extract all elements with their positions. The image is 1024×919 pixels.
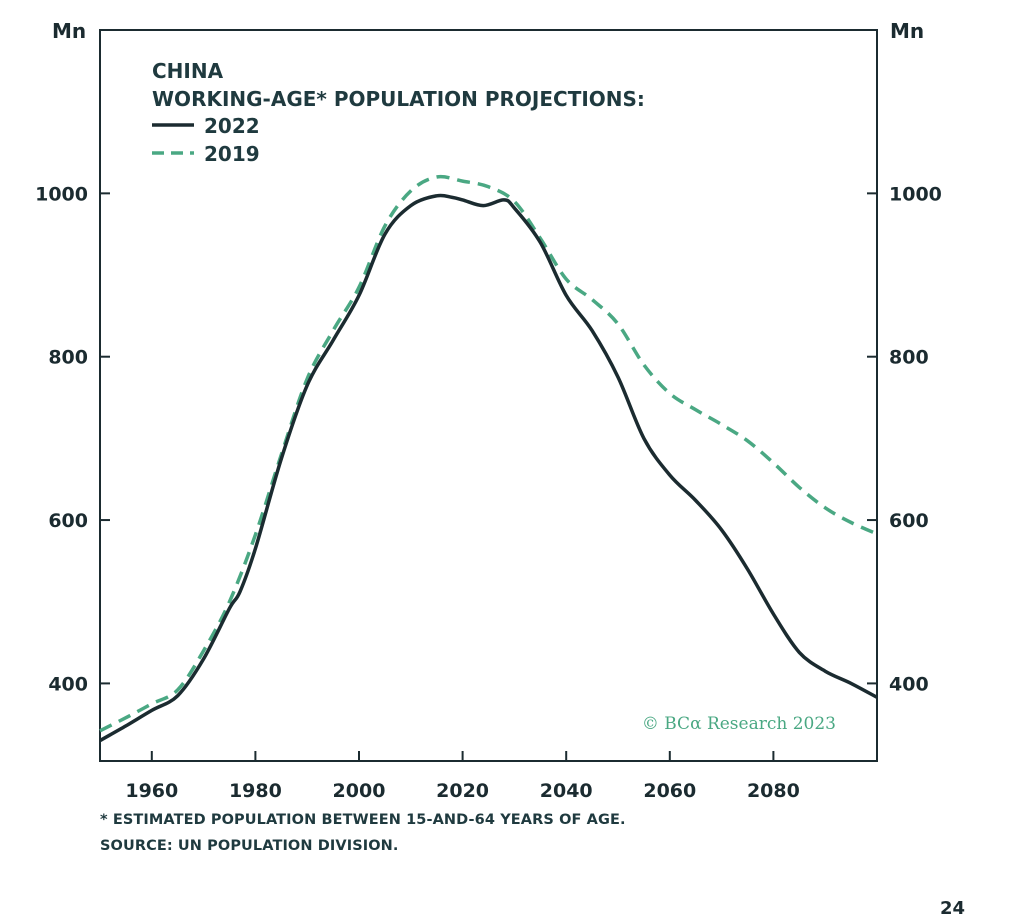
footnote-definition: * ESTIMATED POPULATION BETWEEN 15-AND-64… — [100, 812, 626, 828]
x-tick-label-2020: 2020 — [436, 780, 489, 802]
x-tick-label-2000: 2000 — [333, 780, 386, 802]
left-unit-label: Mn — [52, 19, 86, 43]
x-tick-label-2060: 2060 — [643, 780, 696, 802]
footnote-source: SOURCE: UN POPULATION DIVISION. — [100, 838, 399, 854]
x-tick-label-1980: 1980 — [229, 780, 282, 802]
right-unit-label: Mn — [890, 19, 924, 43]
x-tick-label-2040: 2040 — [540, 780, 593, 802]
y-tick-label-left-800: 800 — [48, 347, 88, 369]
series-line-2022 — [99, 193, 878, 743]
copyright-annotation: © BCα Research 2023 — [642, 714, 836, 734]
y-tick-label-right-400: 400 — [889, 673, 929, 695]
y-tick-label-left-600: 600 — [48, 510, 88, 532]
page-number: 24 — [940, 898, 966, 919]
y-tick-label-left-400: 400 — [48, 673, 88, 695]
chart-title: CHINA — [152, 59, 224, 83]
axis-ticks: 1960 1980 2000 2020 2040 2060 2080 400 400 600 600… — [35, 29, 942, 802]
y-tick-label-right-800: 800 — [889, 347, 929, 369]
chart-subtitle: WORKING-AGE* POPULATION PROJECTIONS: — [152, 87, 645, 111]
x-tick-label-2080: 2080 — [747, 780, 800, 802]
series-lines — [99, 174, 878, 743]
series-line-2019 — [99, 174, 878, 733]
plot-frame — [99, 29, 878, 762]
legend-label-2019: 2019 — [204, 142, 260, 166]
chart-figure: Mn Mn CHINA WORKING-AGE* POPULATION PROJ… — [35, 19, 942, 802]
x-tick-label-1960: 1960 — [125, 780, 178, 802]
y-tick-label-right-600: 600 — [889, 510, 929, 532]
legend-label-2022: 2022 — [204, 114, 260, 138]
y-tick-label-left-1000: 1000 — [35, 183, 88, 205]
y-tick-label-right-1000: 1000 — [889, 183, 942, 205]
